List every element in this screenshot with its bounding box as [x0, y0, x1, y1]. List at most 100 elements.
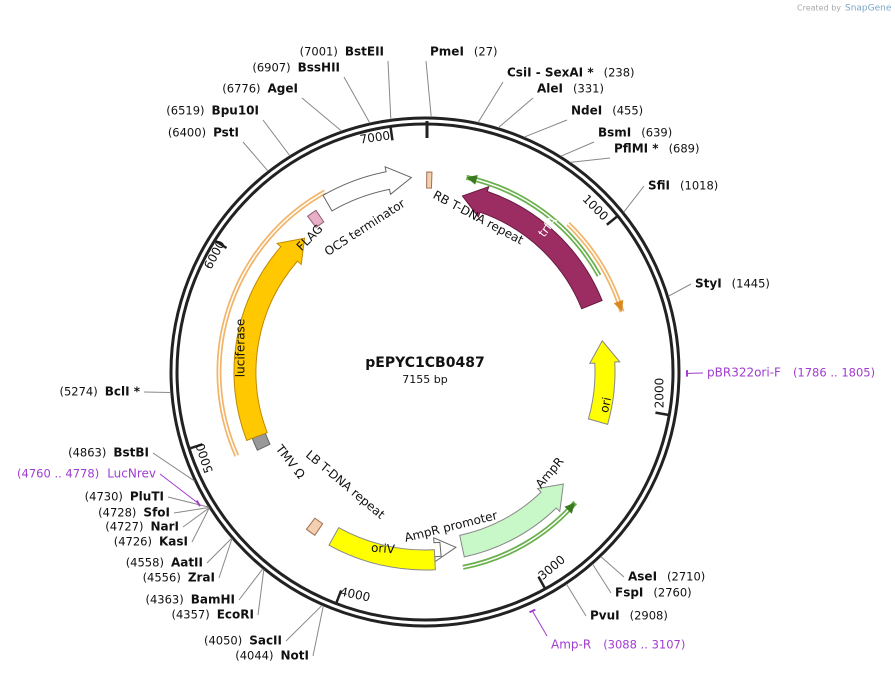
feature-label: TMV Ω: [272, 441, 308, 481]
green-arc-head: [466, 174, 478, 185]
site-name: SfiI: [648, 179, 670, 193]
site-position: (455): [612, 104, 643, 118]
primer-range: (1786 .. 1805): [793, 366, 875, 380]
feature-label: ori: [597, 396, 614, 414]
site-position: (4726): [114, 535, 152, 549]
plasmid-name: pEPYC1CB0487: [365, 355, 484, 371]
primer-line: [531, 610, 548, 637]
site-position: (689): [669, 142, 700, 156]
site-position: (2760): [653, 586, 691, 600]
orange-arc-head: [613, 299, 624, 312]
feature-label: FLAG: [294, 222, 326, 254]
site-line: [312, 605, 324, 657]
site-name: AgeI: [268, 82, 298, 96]
trfA-arrow: [461, 185, 603, 310]
site-line: [242, 141, 269, 172]
site-position: (6776): [222, 82, 260, 96]
plasmid-size: 7155 bp: [402, 373, 447, 386]
tick-mark: [214, 240, 228, 250]
site-line: [570, 157, 611, 163]
tick-label: 4000: [339, 584, 372, 604]
site-line: [152, 452, 195, 482]
feature-label: LB T-DNA repeat: [303, 448, 388, 522]
site-name: PflMI *: [614, 142, 659, 156]
watermark-brand: SnapGene: [845, 4, 892, 14]
primer-mark: [195, 500, 201, 507]
site-position: (639): [641, 126, 672, 140]
site-name: AseI: [628, 570, 657, 584]
primer-name: pBR322ori-F: [707, 366, 781, 380]
site-position: (27): [474, 45, 498, 59]
site-line: [262, 119, 291, 157]
site-position: (4730): [85, 490, 123, 504]
feature-label: oriV: [371, 541, 397, 557]
tick-label: 2000: [653, 378, 667, 409]
tick-mark: [189, 443, 203, 450]
site-name: BclI *: [105, 385, 141, 399]
site-line: [343, 76, 371, 124]
site-line: [425, 60, 432, 118]
tick-mark: [606, 215, 618, 226]
primer-range: (3088 .. 3107): [603, 638, 685, 652]
primer-line: [159, 473, 199, 504]
site-position: (5274): [59, 385, 97, 399]
site-position: (331): [573, 82, 604, 96]
site-name: SfoI: [143, 506, 170, 520]
ori-arrow: [587, 339, 621, 425]
tick-mark: [389, 127, 394, 141]
site-line: [206, 537, 233, 564]
site-position: (6519): [166, 104, 204, 118]
site-line: [218, 538, 233, 579]
site-name: NotI: [281, 649, 310, 663]
site-line: [238, 568, 264, 601]
oriV-box: [328, 527, 436, 571]
site-name: AleI: [537, 82, 563, 96]
site-name: Bpu10I: [212, 104, 259, 118]
feature-label: luciferase: [234, 319, 248, 377]
primer-name: LucNrev: [107, 467, 156, 481]
site-position: (4558): [126, 556, 164, 570]
site-name: PmeI: [430, 45, 464, 59]
site-line: [285, 604, 323, 642]
site-name: NarI: [150, 520, 179, 534]
site-line: [668, 283, 692, 297]
site-name: StyI: [695, 277, 722, 291]
site-line: [600, 556, 625, 578]
site-line: [387, 60, 392, 120]
site-position: (238): [604, 66, 635, 80]
green-arc-head: [564, 502, 576, 514]
site-name: NdeI: [571, 104, 602, 118]
site-line: [497, 97, 534, 129]
primer-mark: [529, 608, 536, 614]
site-line: [560, 141, 595, 157]
orange-arc-core: [218, 191, 326, 457]
site-line: [477, 81, 504, 123]
watermark: Created by: [797, 4, 841, 13]
tick-label: 1000: [580, 192, 611, 223]
backbone-outer: [169, 116, 681, 628]
site-name: BsmI: [598, 126, 631, 140]
site-position: (2710): [667, 570, 705, 584]
tick-mark: [335, 590, 343, 604]
tick-label: 7000: [359, 128, 391, 146]
site-name: CsiI - SexAI *: [507, 66, 594, 80]
RB-box: [426, 171, 433, 189]
primer-range: (4760 .. 4778): [17, 467, 99, 481]
site-position: (4556): [143, 571, 181, 585]
site-position: (4363): [145, 593, 183, 607]
tick-mark: [537, 576, 546, 589]
site-position: (7001): [300, 45, 338, 59]
site-name: EcoRI: [217, 608, 254, 622]
site-name: BstBI: [113, 446, 149, 460]
AmpR-arrow: [459, 483, 564, 558]
OCS-arrow: [322, 166, 413, 212]
site-line: [524, 119, 568, 138]
site-name: BstEII: [345, 45, 384, 59]
site-position: (2908): [630, 609, 668, 623]
green-arc-core: [462, 502, 576, 569]
site-name: AatII: [171, 556, 203, 570]
site-name: SacII: [249, 634, 282, 648]
site-position: (4050): [204, 634, 242, 648]
site-line: [167, 496, 209, 508]
